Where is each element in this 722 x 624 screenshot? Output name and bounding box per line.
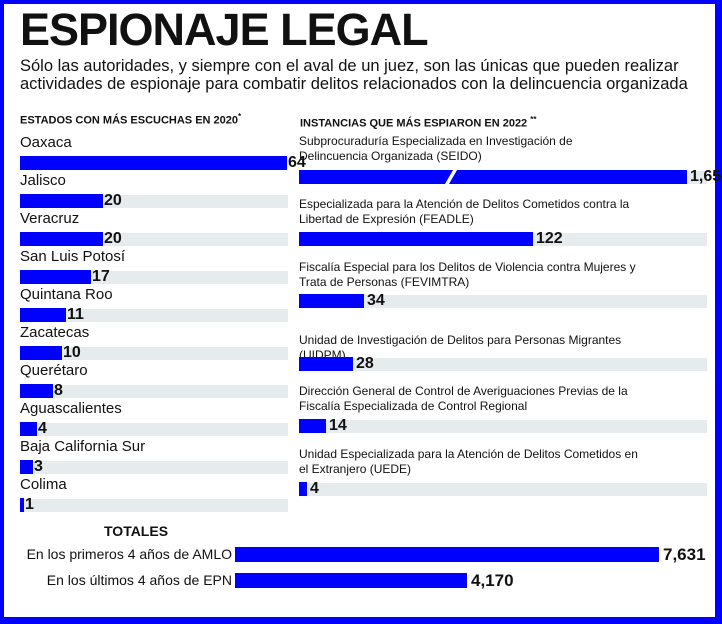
agency-value-label: 122 — [536, 230, 563, 247]
infographic-frame: ESPIONAJE LEGAL Sólo las autoridades, y … — [4, 4, 722, 617]
totals-bar — [235, 547, 659, 562]
state-bar — [20, 346, 62, 360]
state-bar-track — [20, 423, 288, 436]
agencies-chart-title-text: INSTANCIAS QUE MÁS ESPIARON EN 2022 — [300, 117, 528, 130]
state-bar — [20, 232, 103, 246]
agency-label: Especializada para la Atención de Delito… — [299, 197, 630, 226]
agency-value-label: 14 — [329, 417, 347, 434]
state-bar — [20, 194, 103, 208]
state-value-label: 64 — [288, 154, 306, 171]
state-bar — [20, 270, 91, 284]
totals-title: TOTALES — [104, 523, 169, 539]
state-value-label: 8 — [54, 382, 63, 399]
agency-value-label: 28 — [356, 355, 374, 372]
state-label: Colima — [20, 476, 67, 493]
states-chart-title-text: ESTADOS CON MÁS ESCUCHAS EN 2020 — [20, 114, 239, 127]
agency-bar — [299, 170, 687, 184]
state-value-label: 17 — [92, 268, 110, 285]
state-bar-track — [20, 499, 288, 512]
states-chart-title: ESTADOS CON MÁS ESCUCHAS EN 2020* — [20, 112, 241, 127]
state-label: Quintana Roo — [20, 286, 113, 303]
agency-value-label: 34 — [367, 292, 385, 309]
state-label: Veracruz — [20, 210, 80, 227]
agency-bar — [299, 419, 326, 433]
agency-label: Fiscalía Especial para los Delitos de Vi… — [299, 260, 636, 289]
state-value-label: 20 — [104, 192, 122, 209]
state-bar-track — [20, 347, 288, 360]
state-label: Aguascalientes — [20, 400, 122, 417]
agency-bar — [299, 357, 353, 371]
totals-value-label: 4,170 — [471, 571, 514, 590]
agency-bar-track — [299, 420, 707, 433]
agency-bar — [299, 232, 533, 246]
agency-label: Dirección General de Control de Averigua… — [299, 384, 628, 413]
state-value-label: 11 — [67, 306, 84, 323]
totals-label: En los últimos 4 años de EPN — [46, 572, 232, 588]
agency-value-label: 1,656 — [690, 168, 722, 185]
state-label: Zacatecas — [20, 324, 90, 341]
page-title: ESPIONAJE LEGAL — [20, 4, 429, 55]
state-label: Baja California Sur — [20, 438, 146, 455]
states-chart-title-mark: * — [238, 112, 242, 121]
agency-value-label: 4 — [310, 480, 319, 497]
state-bar — [20, 308, 66, 322]
agency-bar-track — [299, 295, 707, 308]
page-subtitle: Sólo las autoridades, y siempre con el a… — [20, 57, 688, 93]
state-value-label: 10 — [63, 344, 81, 361]
state-value-label: 20 — [104, 230, 122, 247]
state-value-label: 4 — [38, 420, 47, 437]
totals-value-label: 7,631 — [663, 545, 706, 564]
state-label: Jalisco — [20, 172, 66, 189]
state-label: San Luis Potosí — [20, 248, 126, 265]
state-bar — [20, 156, 287, 170]
state-bar — [20, 498, 24, 512]
state-label: Oaxaca — [20, 134, 72, 151]
state-bar-track — [20, 461, 288, 474]
agency-bar — [299, 294, 364, 308]
state-bar-track — [20, 385, 288, 398]
agency-bar-track — [299, 483, 707, 496]
state-value-label: 1 — [25, 496, 34, 513]
state-value-label: 3 — [34, 458, 43, 475]
agency-bar — [299, 482, 307, 496]
agency-label: Unidad Especializada para la Atención de… — [299, 447, 638, 476]
state-label: Querétaro — [20, 362, 88, 379]
agency-bar-track — [299, 358, 707, 371]
totals-label: En los primeros 4 años de AMLO — [26, 546, 232, 562]
state-bar — [20, 384, 53, 398]
agencies-chart-title: INSTANCIAS QUE MÁS ESPIARON EN 2022 ** — [300, 115, 536, 130]
state-bar — [20, 460, 33, 474]
agencies-chart-title-mark: ** — [530, 115, 537, 124]
state-bar — [20, 422, 37, 436]
agency-label: Subprocuraduría Especializada en Investi… — [299, 134, 573, 163]
state-bar-track — [20, 309, 288, 322]
totals-bar — [235, 573, 467, 588]
